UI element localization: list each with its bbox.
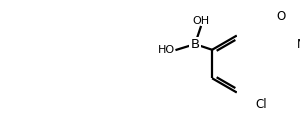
Text: HO: HO	[158, 45, 175, 55]
Text: B: B	[190, 38, 200, 51]
Text: Cl: Cl	[256, 98, 267, 111]
Text: N: N	[297, 38, 300, 51]
Text: OH: OH	[192, 16, 209, 26]
Text: O: O	[277, 10, 286, 23]
